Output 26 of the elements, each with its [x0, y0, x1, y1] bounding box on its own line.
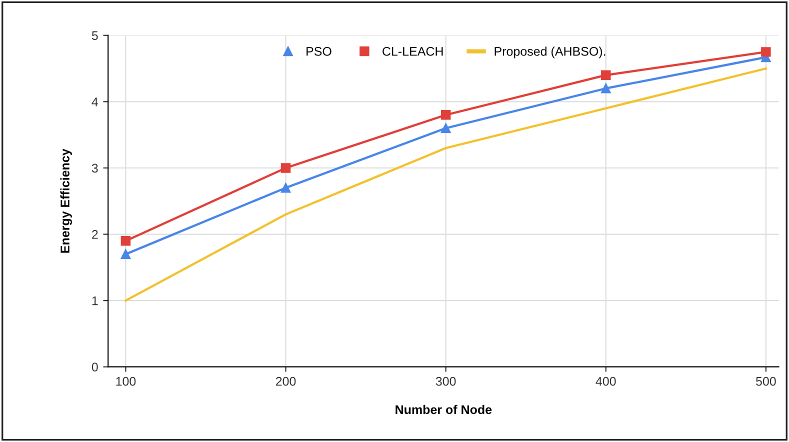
line-series	[124, 67, 768, 302]
y-tick-label: 2	[92, 230, 98, 239]
legend-label: CL-LEACH	[382, 46, 443, 56]
y-tick-label: 3	[92, 164, 98, 173]
point	[601, 70, 611, 80]
point	[601, 84, 611, 94]
x-tick-label: 100	[116, 376, 136, 386]
x-tick-label: 400	[596, 376, 616, 386]
point	[280, 182, 291, 193]
y-tick-label: 4	[92, 98, 98, 106]
legend-label: PSO	[306, 46, 332, 56]
y-tick-label: 1	[92, 296, 98, 306]
point	[440, 123, 451, 134]
point	[280, 163, 291, 173]
y-axis-title: Energy Efficiency	[60, 148, 72, 253]
point	[120, 249, 131, 260]
x-axis-title: Number of Node	[396, 404, 492, 414]
x-tick-label: 200	[276, 376, 296, 386]
point	[761, 47, 771, 57]
x-tick-label: 300	[436, 376, 456, 386]
point	[120, 236, 131, 246]
point	[440, 110, 451, 120]
y-tick-label: 5	[92, 31, 98, 40]
legend-label: Proposed (AHBSO).	[494, 46, 606, 58]
x-tick-label: 500	[756, 376, 776, 386]
y-tick-label: 0	[92, 362, 98, 372]
